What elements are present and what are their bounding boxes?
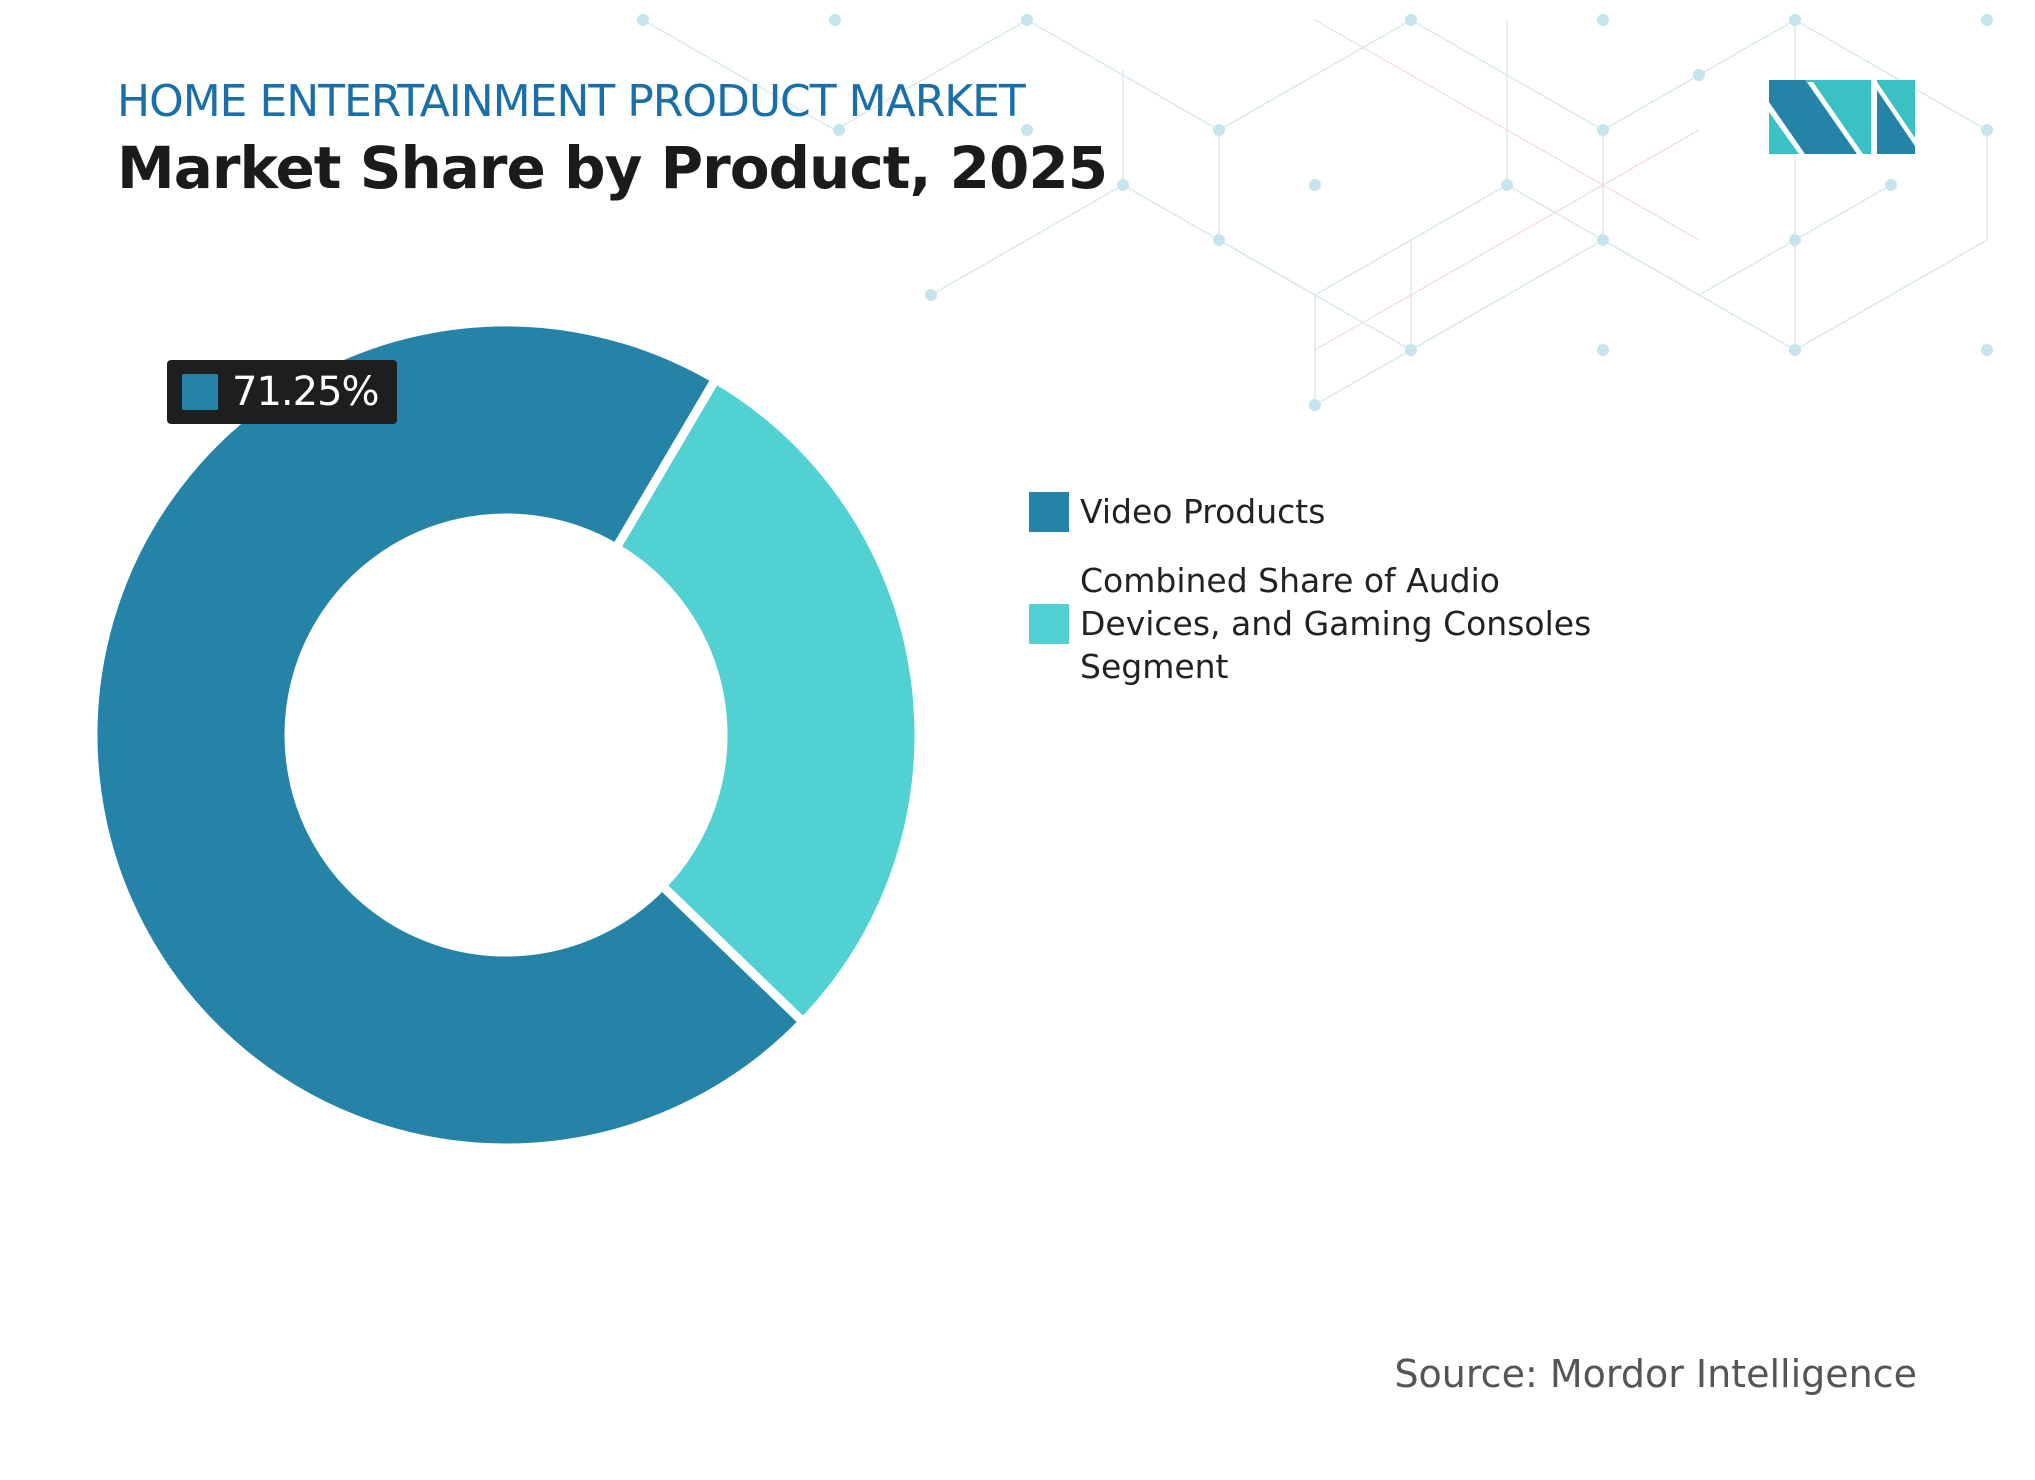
- mordor-intelligence-logo: [1769, 80, 1915, 154]
- legend-label: Video Products: [1080, 492, 1326, 531]
- legend-swatch: [1029, 603, 1069, 644]
- source-note: Source: Mordor Intelligence: [1394, 1352, 1917, 1396]
- legend-item-video-products: Video Products: [1029, 490, 1669, 533]
- data-label-video-products: 71.25%: [167, 360, 397, 424]
- badge-value: 71.25%: [232, 369, 380, 415]
- chart-kicker: HOME ENTERTAINMENT PRODUCT MARKET: [117, 76, 1026, 127]
- legend-swatch: [1029, 491, 1069, 532]
- chart-title: Market Share by Product, 2025: [117, 134, 1108, 202]
- legend: Video Products Combined Share of Audio D…: [1029, 490, 1669, 714]
- donut-slice-audio-gaming: [609, 372, 924, 1029]
- badge-swatch: [182, 374, 218, 410]
- legend-label: Combined Share of Audio Devices, and Gam…: [1080, 561, 1592, 686]
- legend-item-audio-gaming: Combined Share of Audio Devices, and Gam…: [1029, 559, 1669, 688]
